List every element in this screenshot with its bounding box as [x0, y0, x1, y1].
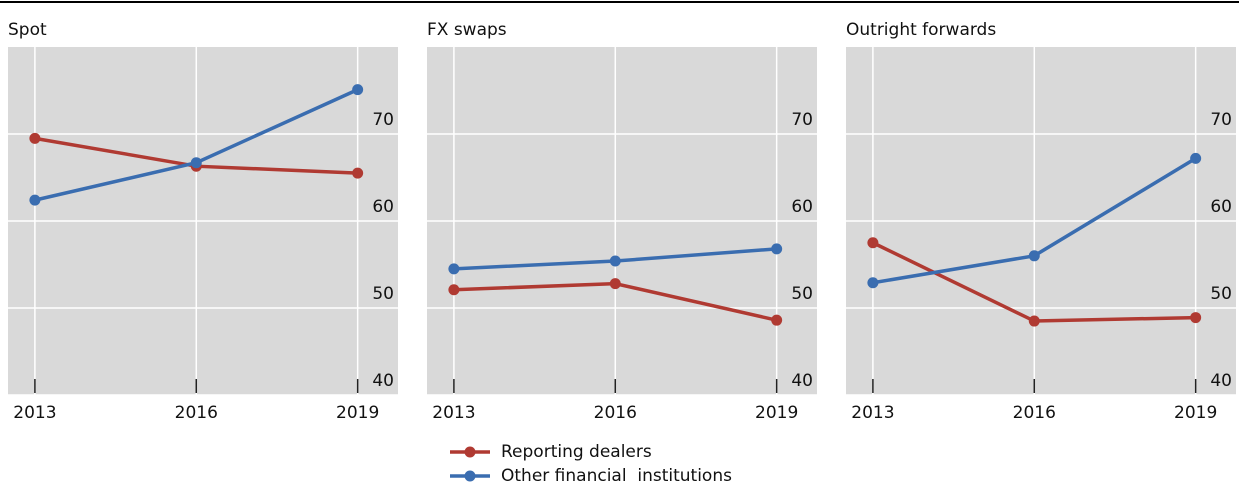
x-tick-label: 2013 [851, 403, 894, 423]
series-point [1028, 315, 1040, 327]
series-point [771, 314, 783, 326]
chart-title: Outright forwards [846, 20, 996, 40]
series-point [448, 284, 460, 296]
y-tick-label: 60 [791, 197, 813, 217]
y-tick-label: 50 [791, 284, 813, 304]
x-tick-label: 2016 [594, 403, 637, 423]
y-tick-label: 40 [372, 371, 394, 391]
y-tick-label: 70 [791, 110, 813, 130]
legend-label: Reporting dealers [501, 442, 652, 462]
chart-title: FX swaps [427, 20, 507, 40]
series-point [1190, 312, 1202, 324]
x-tick-label: 2013 [13, 403, 56, 423]
y-tick-label: 60 [1210, 197, 1232, 217]
series-point [1190, 152, 1202, 164]
x-tick-label: 2019 [336, 403, 379, 423]
y-tick-label: 40 [1210, 371, 1232, 391]
series-point [867, 277, 879, 289]
x-tick-label: 2013 [432, 403, 475, 423]
x-tick-label: 2016 [1013, 403, 1056, 423]
series-point [448, 263, 460, 275]
y-tick-label: 60 [372, 197, 394, 217]
x-tick-label: 2019 [1174, 403, 1217, 423]
chart-title: Spot [8, 20, 47, 40]
series-point [352, 167, 364, 179]
y-tick-label: 70 [372, 110, 394, 130]
series-point [352, 84, 364, 96]
series-point [609, 278, 621, 290]
x-tick-label: 2016 [175, 403, 218, 423]
series-point [609, 255, 621, 267]
legend-swatch-dot [464, 446, 476, 458]
x-tick-label: 2019 [755, 403, 798, 423]
y-tick-label: 50 [1210, 284, 1232, 304]
series-point [190, 157, 202, 169]
y-tick-label: 70 [1210, 110, 1232, 130]
y-tick-label: 50 [372, 284, 394, 304]
y-tick-label: 40 [791, 371, 813, 391]
series-point [771, 243, 783, 255]
legend-label: Other financial institutions [501, 466, 732, 486]
series-point [1028, 250, 1040, 262]
series-point [867, 237, 879, 249]
series-point [29, 194, 41, 206]
legend-swatch-dot [464, 470, 476, 482]
series-point [29, 132, 41, 144]
